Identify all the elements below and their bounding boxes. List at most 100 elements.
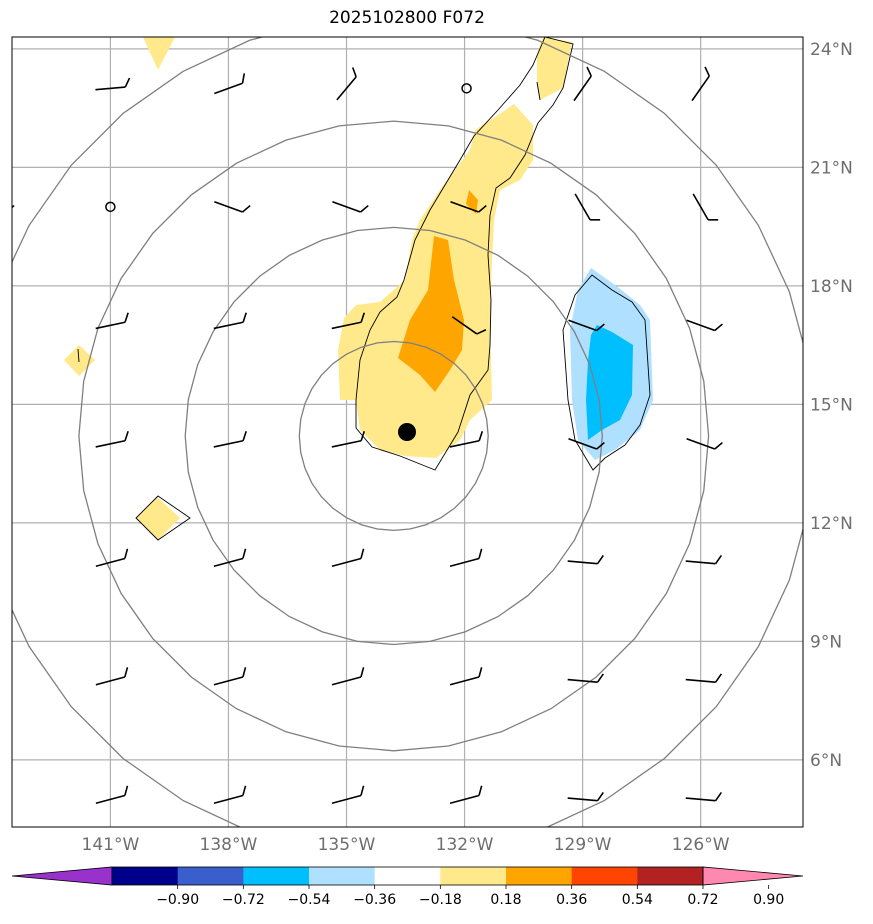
range-rings (12, 37, 803, 827)
colorbar: −0.90 −0.72 −0.54 −0.36 −0.18 0.18 0.36 0.54 0.7… (11, 866, 804, 908)
colorbar-extend-low (11, 866, 113, 886)
barb-feather (476, 329, 487, 335)
wind-barb-icon (685, 555, 723, 565)
barb-feather (242, 667, 247, 678)
wind-barb-icon (567, 555, 604, 565)
range-ring (298, 340, 489, 532)
lat-tick-label: 24°N (810, 40, 853, 60)
barb-shaft (331, 321, 362, 330)
barb-feather (714, 441, 723, 450)
barb-shaft (95, 557, 126, 568)
lon-tick-label: 126°W (672, 835, 730, 855)
barb-shaft (574, 193, 591, 221)
wind-barb-icon (449, 548, 483, 568)
barb-shaft (95, 86, 126, 91)
barb-feather (596, 441, 605, 450)
barb-feather (596, 555, 604, 565)
lat-tick-label: 6°N (810, 751, 842, 771)
barb-shaft (449, 676, 480, 686)
positive-shading-light (136, 497, 180, 540)
barb-feather (7, 431, 10, 441)
wind-barb-icon (449, 430, 484, 448)
barb-shaft (95, 676, 126, 686)
barb-shaft (567, 560, 598, 565)
barb-shaft (331, 794, 362, 805)
wind-barb-icon (332, 200, 369, 213)
wind-barb-icon (449, 785, 483, 805)
positive-shading-light (537, 37, 572, 100)
wind-barb-icon (450, 200, 487, 213)
wind-barbs (0, 66, 723, 805)
wind-barb-icon (574, 193, 601, 221)
wind-barb-icon (0, 549, 9, 566)
wind-barb-icon (331, 312, 366, 330)
wind-barb-icon (0, 73, 8, 93)
barb-shaft (450, 200, 479, 213)
colorbar-segment (506, 867, 573, 885)
barb-shaft (331, 557, 362, 568)
wind-barb-icon (0, 786, 9, 803)
barb-shaft (449, 557, 480, 568)
plot-frame (11, 36, 804, 828)
colorbar-segment (374, 867, 441, 885)
lat-tick-label: 9°N (810, 632, 842, 652)
field-contour (562, 274, 651, 471)
range-ring (12, 37, 803, 827)
calm-wind-circle-icon (105, 201, 116, 213)
barb-shaft (331, 439, 362, 448)
wind-barb-icon (331, 785, 365, 805)
wind-barb-icon (685, 792, 723, 802)
barb-shaft (95, 794, 126, 805)
wind-barb-icon (336, 67, 357, 101)
colorbar-segment (440, 867, 507, 885)
wind-barb-icon (449, 667, 483, 686)
calm-wind-circle-icon (461, 83, 472, 94)
positive-shading-light (143, 37, 175, 70)
barb-feather (360, 785, 365, 796)
barb-shaft (331, 676, 362, 686)
barb-shaft (0, 441, 7, 447)
lat-tick-label: 18°N (810, 277, 853, 297)
barb-shaft (214, 200, 243, 213)
barb-feather (478, 430, 484, 441)
barb-shaft (0, 677, 7, 685)
field-contour (77, 348, 80, 363)
positive-shading-light (64, 345, 95, 376)
colorbar-segment (571, 867, 638, 885)
colorbar-tick-label: 0.72 (687, 892, 718, 908)
barb-shaft (449, 439, 480, 448)
colorbar-segment (112, 867, 179, 885)
wind-barb-icon (214, 73, 246, 95)
wind-barb-icon (0, 431, 10, 447)
barb-feather (242, 548, 247, 559)
barb-feather (586, 66, 592, 77)
colorbar-frame (111, 866, 704, 886)
colorbar-tick-label: −0.36 (353, 892, 396, 908)
barb-shaft (0, 558, 7, 566)
storm-center-icon (398, 423, 416, 441)
chart-title: 2025102800 F072 (329, 8, 485, 28)
barb-shaft (214, 82, 243, 95)
lat-tick-label: 21°N (810, 158, 853, 178)
barb-feather (478, 548, 483, 559)
wind-barb-icon (213, 548, 247, 568)
barb-shaft (567, 678, 598, 683)
wind-barb-icon (685, 673, 723, 683)
positive-shading-core (398, 236, 464, 392)
barb-shaft (568, 319, 597, 332)
barb-feather (714, 673, 723, 683)
wind-barb-icon (0, 313, 10, 329)
barb-feather (242, 785, 247, 796)
barb-shaft (213, 321, 244, 330)
colorbar-tick-label: 0.36 (556, 892, 587, 908)
wind-barb-icon (567, 673, 604, 683)
barb-feather (704, 66, 711, 77)
colorbar-segment (309, 867, 376, 885)
barb-feather (596, 673, 604, 683)
wind-barb-icon (568, 437, 605, 450)
barb-feather (360, 667, 365, 678)
wind-barb-icon (95, 430, 129, 448)
barb-feather (7, 313, 10, 323)
lat-tick-label: 15°N (810, 395, 853, 415)
